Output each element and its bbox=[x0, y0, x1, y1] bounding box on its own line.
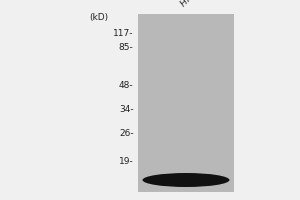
Bar bbox=[138, 14, 234, 192]
Text: 48-: 48- bbox=[119, 81, 134, 90]
Ellipse shape bbox=[142, 173, 230, 187]
Text: 85-: 85- bbox=[119, 44, 134, 52]
Text: 34-: 34- bbox=[119, 104, 134, 114]
Text: 117-: 117- bbox=[113, 29, 134, 38]
Text: (kD): (kD) bbox=[89, 13, 108, 22]
Text: 19-: 19- bbox=[119, 158, 134, 166]
Text: 26-: 26- bbox=[119, 130, 134, 138]
Text: HT-29: HT-29 bbox=[178, 0, 203, 8]
